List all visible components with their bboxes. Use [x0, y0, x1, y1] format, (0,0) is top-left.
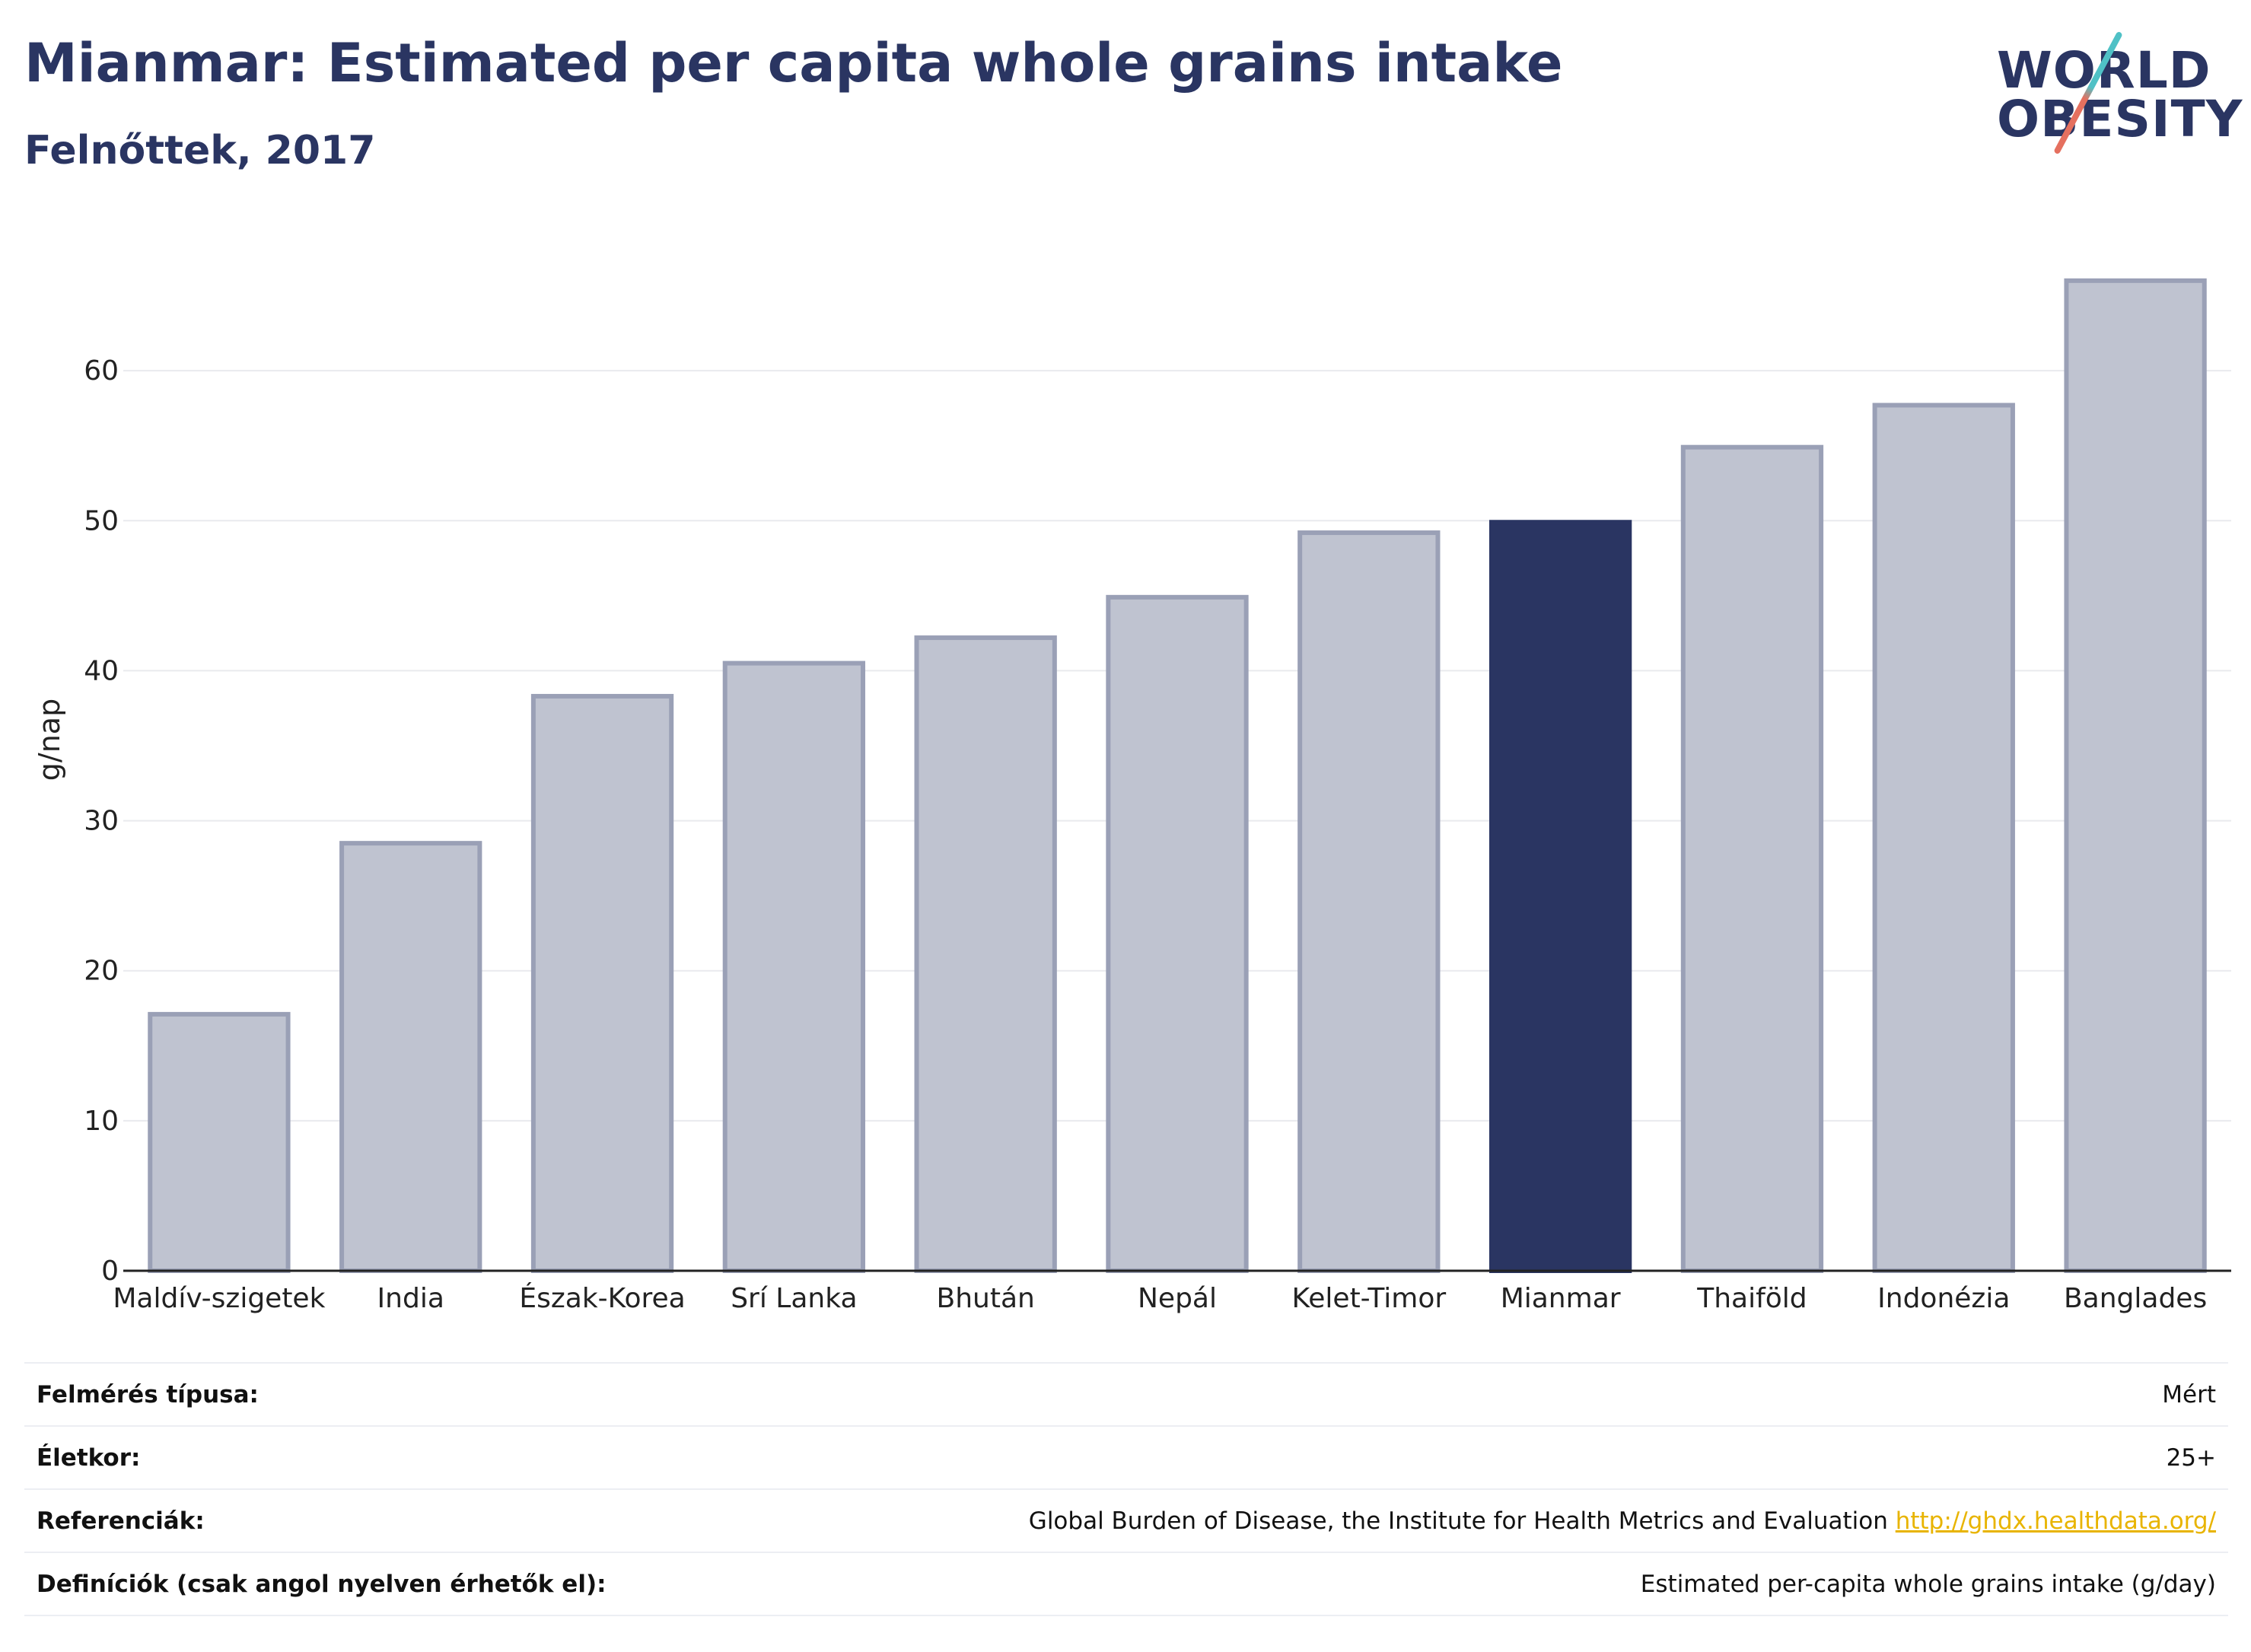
x-tick-label: Mianmar [1501, 1283, 1621, 1314]
bar [914, 635, 1057, 1273]
y-tick-label: 0 [101, 1256, 119, 1287]
x-tick-label: Észak-Korea [519, 1282, 685, 1314]
info-value-references: Global Burden of Disease, the Institute … [750, 1489, 2228, 1552]
info-value: Mért [2162, 1380, 2216, 1408]
bars [148, 278, 2207, 1274]
info-table: Felmérés típusa: Mért Életkor: 25+ Refer… [24, 1362, 2228, 1616]
info-row-age: Életkor: 25+ [24, 1426, 2228, 1489]
y-tick-label: 20 [84, 956, 119, 987]
x-tick-label: Banglades [2064, 1283, 2207, 1314]
bar [722, 660, 866, 1273]
reference-link[interactable]: http://ghdx.healthdata.org/ [1895, 1507, 2216, 1535]
info-value: 25+ [2166, 1444, 2216, 1472]
y-tick-label: 60 [84, 355, 119, 387]
y-axis-title: g/nap [33, 699, 66, 781]
info-key: Felmérés típusa: [37, 1380, 259, 1408]
x-tick-label: Kelet-Timor [1291, 1283, 1446, 1314]
axes: 0 10 20 30 40 50 60 Maldív-szigetek India Észak-K… [84, 355, 2231, 1314]
page-subtitle: Felnőttek, 2017 [24, 128, 376, 173]
x-tick-label: Thaiföld [1696, 1283, 1807, 1314]
info-key: Életkor: [37, 1444, 141, 1472]
x-tick-label: Srí Lanka [731, 1283, 857, 1314]
bar [1106, 594, 1249, 1273]
bar [2064, 278, 2207, 1273]
y-tick-label: 50 [84, 505, 119, 536]
x-tick-label: India [377, 1283, 444, 1314]
bar [1297, 530, 1441, 1273]
x-tick-label: Nepál [1138, 1283, 1217, 1314]
x-tick-label: Maldív-szigetek [113, 1283, 325, 1314]
info-row-references: Referenciák: Global Burden of Disease, t… [24, 1489, 2228, 1552]
world-obesity-logo: WORLD OBESITY [1979, 23, 2242, 160]
info-value: Estimated per-capita whole grains intake… [1640, 1570, 2216, 1598]
y-tick-label: 10 [84, 1106, 119, 1137]
x-tick-label: Bhután [937, 1283, 1035, 1314]
bar [1680, 444, 1824, 1274]
y-tick-label: 40 [84, 655, 119, 686]
info-key: Referenciák: [37, 1507, 205, 1535]
reference-text: Global Burden of Disease, the Institute … [1028, 1507, 1888, 1535]
bar-chart: 0 10 20 30 40 50 60 Maldív-szigetek India Észak-K… [33, 278, 2231, 1314]
page-title: Mianmar: Estimated per capita whole grai… [24, 32, 1563, 94]
logo-word-world: WORLD [1997, 41, 2211, 100]
bar [339, 841, 482, 1273]
logo-word-obesity: OBESITY [1997, 90, 2243, 148]
info-row-survey-type: Felmérés típusa: Mért [24, 1363, 2228, 1426]
x-tick-label: Indonézia [1877, 1283, 2010, 1314]
y-tick-label: 30 [84, 806, 119, 837]
bar [148, 1011, 291, 1274]
bar [1872, 403, 2015, 1273]
info-key: Definíciók (csak angol nyelven érhetők e… [37, 1570, 607, 1598]
bar [530, 693, 674, 1273]
bar-highlighted [1488, 520, 1632, 1273]
info-row-definitions: Definíciók (csak angol nyelven érhetők e… [24, 1552, 2228, 1615]
